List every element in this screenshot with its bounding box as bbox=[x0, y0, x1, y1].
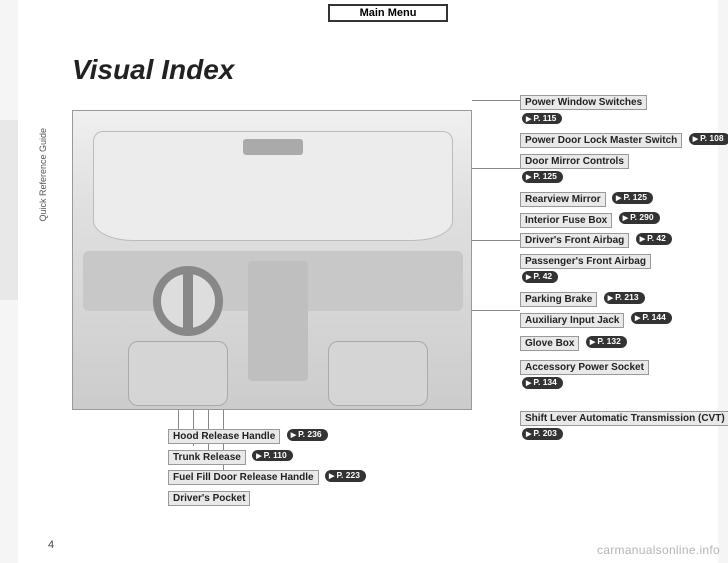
callout-label: Passenger's Front Airbag bbox=[520, 254, 651, 269]
page-ref-pill[interactable]: P. 134 bbox=[522, 377, 563, 389]
callout-item[interactable]: Glove Box P. 132 bbox=[520, 333, 728, 351]
callout-item[interactable]: Interior Fuse Box P. 290 bbox=[520, 210, 728, 228]
side-tab bbox=[0, 120, 18, 300]
callout-item[interactable]: Power Window Switches P. 115 bbox=[520, 92, 728, 127]
diagram-seat-left bbox=[128, 341, 228, 406]
page-ref-pill[interactable]: P. 213 bbox=[604, 292, 645, 304]
callout-item[interactable]: Auxiliary Input Jack P. 144 bbox=[520, 310, 728, 328]
callout-item[interactable]: Trunk Release P. 110 bbox=[168, 447, 488, 465]
interior-diagram bbox=[72, 110, 472, 410]
callout-label: Driver's Pocket bbox=[168, 491, 250, 506]
callout-label: Power Window Switches bbox=[520, 95, 647, 110]
page-ref-pill[interactable]: P. 42 bbox=[636, 233, 672, 245]
callout-item[interactable]: Shift Lever Automatic Transmission (CVT)… bbox=[520, 408, 728, 443]
callout-label: Fuel Fill Door Release Handle bbox=[168, 470, 319, 485]
callout-label: Door Mirror Controls bbox=[520, 154, 629, 169]
callout-item[interactable]: Power Door Lock Master Switch P. 108 bbox=[520, 130, 728, 148]
page-ref-pill[interactable]: P. 125 bbox=[612, 192, 653, 204]
callout-label: Glove Box bbox=[520, 336, 579, 351]
callout-label: Rearview Mirror bbox=[520, 192, 606, 207]
callout-label: Accessory Power Socket bbox=[520, 360, 649, 375]
callout-item[interactable]: Passenger's Front Airbag P. 42 bbox=[520, 251, 728, 286]
callout-label: Parking Brake bbox=[520, 292, 597, 307]
leader-line bbox=[472, 310, 520, 311]
callout-item[interactable]: Door Mirror Controls P. 125 bbox=[520, 151, 728, 186]
callout-label: Hood Release Handle bbox=[168, 429, 280, 444]
callout-label: Auxiliary Input Jack bbox=[520, 313, 624, 328]
callout-item[interactable]: Rearview Mirror P. 125 bbox=[520, 189, 728, 207]
watermark-text: carmanualsonline.info bbox=[597, 543, 720, 557]
diagram-steering-wheel bbox=[153, 266, 223, 336]
callout-item[interactable]: Hood Release Handle P. 236 bbox=[168, 426, 488, 444]
callout-label: Interior Fuse Box bbox=[520, 213, 612, 228]
callout-label: Trunk Release bbox=[168, 450, 246, 465]
page-number: 4 bbox=[48, 539, 54, 551]
leader-line bbox=[472, 168, 520, 169]
page-ref-pill[interactable]: P. 223 bbox=[325, 470, 366, 482]
callout-item[interactable]: Parking Brake P. 213 bbox=[520, 289, 728, 307]
page-ref-pill[interactable]: P. 236 bbox=[287, 429, 328, 441]
section-side-label: Quick Reference Guide bbox=[38, 128, 48, 222]
page-ref-pill[interactable]: P. 115 bbox=[522, 113, 562, 125]
diagram-seat-right bbox=[328, 341, 428, 406]
callout-item[interactable]: Fuel Fill Door Release Handle P. 223 bbox=[168, 467, 488, 485]
callout-label: Shift Lever Automatic Transmission (CVT) bbox=[520, 411, 728, 426]
diagram-center-console bbox=[248, 261, 308, 381]
page-ref-pill[interactable]: P. 125 bbox=[522, 171, 563, 183]
leader-line bbox=[472, 100, 520, 101]
leader-line bbox=[472, 240, 520, 241]
page-title: Visual Index bbox=[72, 54, 234, 86]
page-ref-pill[interactable]: P. 108 bbox=[689, 133, 728, 145]
callout-item[interactable]: Accessory Power Socket P. 134 bbox=[520, 357, 728, 392]
callout-item[interactable]: Driver's Pocket bbox=[168, 488, 488, 506]
manual-page: Main Menu Visual Index Quick Reference G… bbox=[18, 0, 718, 563]
diagram-mirror bbox=[243, 139, 303, 155]
callout-item[interactable]: Driver's Front Airbag P. 42 bbox=[520, 230, 728, 248]
callout-label: Driver's Front Airbag bbox=[520, 233, 629, 248]
page-ref-pill[interactable]: P. 290 bbox=[619, 212, 660, 224]
page-ref-pill[interactable]: P. 144 bbox=[631, 312, 672, 324]
callout-label: Power Door Lock Master Switch bbox=[520, 133, 682, 148]
page-ref-pill[interactable]: P. 132 bbox=[586, 336, 627, 348]
page-ref-pill[interactable]: P. 203 bbox=[522, 428, 563, 440]
main-menu-button[interactable]: Main Menu bbox=[328, 4, 448, 22]
page-ref-pill[interactable]: P. 42 bbox=[522, 271, 558, 283]
labels-right-column: Power Window Switches P. 115 Power Door … bbox=[520, 92, 728, 446]
page-ref-pill[interactable]: P. 110 bbox=[252, 450, 292, 462]
labels-bottom-column: Hood Release Handle P. 236 Trunk Release… bbox=[168, 426, 488, 508]
